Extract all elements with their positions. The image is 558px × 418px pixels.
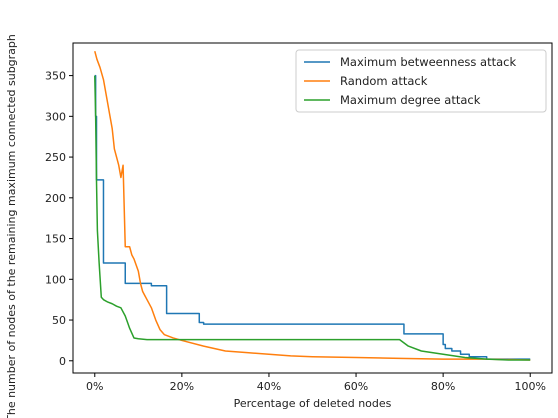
series-line-betweenness: [94, 74, 531, 360]
x-tick-label: 100%: [515, 380, 546, 393]
y-tick-label: 300: [45, 110, 66, 123]
x-tick-label: 60%: [344, 380, 368, 393]
legend-box: [295, 49, 547, 113]
series-line-degree: [94, 75, 531, 361]
x-tick-label: 80%: [431, 380, 455, 393]
legend-label-degree: Maximum degree attack: [340, 93, 481, 107]
y-tick-label: 200: [45, 192, 66, 205]
y-tick-label: 50: [52, 314, 66, 327]
plot-frame: [72, 42, 553, 374]
y-tick-label: 250: [45, 151, 66, 164]
x-tick-label: 0%: [86, 380, 103, 393]
x-tick-label: 20%: [170, 380, 194, 393]
legend-label-betweenness: Maximum betweenness attack: [340, 55, 516, 69]
y-tick-label: 100: [45, 273, 66, 286]
legend-label-random: Random attack: [340, 74, 428, 88]
x-axis-title: Percentage of deleted nodes: [234, 397, 392, 410]
y-tick-label: 150: [45, 233, 66, 246]
legend: Maximum betweenness attack Random attack M…: [295, 49, 547, 113]
plot-area: [94, 50, 531, 361]
y-tick-label: 350: [45, 70, 66, 83]
x-tick-label: 40%: [257, 380, 281, 393]
series-line-random: [94, 50, 531, 361]
y-axis-title: The number of nodes of the remaining max…: [5, 34, 18, 418]
y-tick-label: 0: [59, 355, 66, 368]
axes: 0% 20% 40% 60% 80% 100% 0 50 100 150 200 250 300 350: [45, 42, 553, 393]
